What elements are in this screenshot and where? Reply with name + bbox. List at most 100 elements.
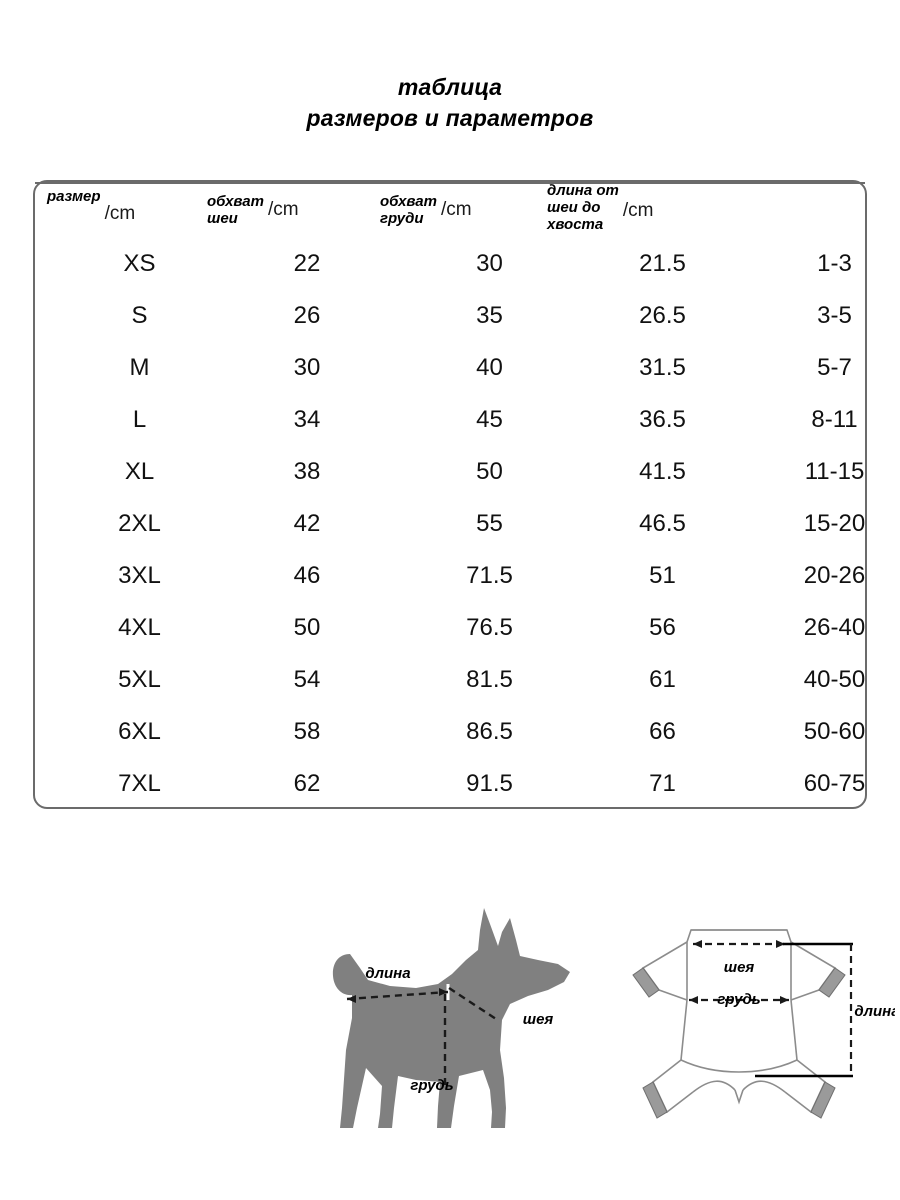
- table-row: 3XL 46 71.5 51 20-26: [35, 550, 865, 602]
- garment-chest-measure: [689, 996, 789, 1004]
- cell-neck: 54: [293, 666, 321, 693]
- cell-neck: 26: [293, 302, 321, 329]
- cell-size: M: [129, 354, 150, 381]
- cell-weight: 40-50: [803, 666, 866, 693]
- table-row: 5XL 54 81.5 61 40-50: [35, 654, 865, 706]
- garment-label-length: длина: [854, 1003, 895, 1020]
- cell-neck: 58: [293, 718, 321, 745]
- cell-chest: 35: [476, 302, 503, 329]
- table-row: S 26 35 26.5 3-5: [35, 290, 865, 342]
- column-header-neck-unit: /cm: [267, 199, 299, 220]
- cell-length: 51: [649, 562, 676, 589]
- cell-chest: 76.5: [466, 614, 513, 641]
- dog-label-neck: шея: [523, 1011, 554, 1028]
- table-body: XS 22 30 21.5 1-3 S 26 35 26.5 3-5 M 30 40 31.5 5-7 L 34…: [35, 238, 865, 810]
- cell-weight: 50-60: [803, 718, 866, 745]
- cell-neck: 38: [293, 458, 321, 485]
- table-row: XL 38 50 41.5 11-15: [35, 446, 865, 498]
- column-header-neck-label: обхват шеи: [207, 193, 264, 227]
- dog-label-length: длина: [365, 965, 410, 982]
- cell-length: 66: [649, 718, 676, 745]
- cell-length: 31.5: [639, 354, 686, 381]
- cell-size: XS: [123, 250, 156, 277]
- cell-weight: 15-20: [803, 510, 866, 537]
- cell-neck: 34: [293, 406, 321, 433]
- garment-length-measure: [755, 942, 853, 1078]
- page-title-line-2: размеров и параметров: [306, 105, 594, 131]
- size-table: размер /cm обхват шеи /cm обхват груди /…: [33, 180, 867, 809]
- cell-length: 46.5: [639, 510, 686, 537]
- cell-chest: 40: [476, 354, 503, 381]
- column-header-size-unit: /cm: [104, 203, 136, 224]
- garment-diagram-svg: шея грудь длина: [632, 929, 900, 1119]
- cell-weight: 3-5: [817, 302, 852, 329]
- cell-length: 41.5: [639, 458, 686, 485]
- cell-length: 21.5: [639, 250, 686, 277]
- garment-label-neck: шея: [724, 959, 755, 976]
- column-header-chest: обхват груди /cm: [380, 182, 575, 238]
- cell-weight: 5-7: [817, 354, 852, 381]
- table-row: 2XL 42 55 46.5 15-20: [35, 498, 865, 550]
- garment-neck-measure: [693, 940, 785, 948]
- table-row: 7XL 62 91.5 71 60-75: [35, 758, 865, 810]
- cell-size: 7XL: [118, 770, 161, 797]
- table-row: M 30 40 31.5 5-7: [35, 342, 865, 394]
- column-header-chest-unit: /cm: [440, 199, 472, 220]
- garment-measurement-diagram: шея грудь длина: [615, 900, 900, 1150]
- cell-length: 71: [649, 770, 676, 797]
- cell-chest: 55: [476, 510, 503, 537]
- cell-size: 6XL: [118, 718, 161, 745]
- cell-weight: 26-40: [803, 614, 866, 641]
- cell-neck: 30: [293, 354, 321, 381]
- cell-chest: 45: [476, 406, 503, 433]
- cell-length: 36.5: [639, 406, 686, 433]
- dog-label-chest: грудь: [410, 1077, 453, 1094]
- column-header-chest-label: обхват груди: [380, 193, 437, 227]
- cell-size: 2XL: [118, 510, 161, 537]
- dog-neck-measure: [448, 986, 497, 1021]
- column-header-weight: [765, 182, 865, 238]
- column-header-length-unit: /cm: [622, 200, 654, 221]
- cell-weight: 60-75: [803, 770, 866, 797]
- cell-chest: 50: [476, 458, 503, 485]
- cell-size: 5XL: [118, 666, 161, 693]
- table-header-row: размер /cm обхват шеи /cm обхват груди /…: [35, 182, 865, 238]
- dog-length-measure: [345, 984, 450, 1008]
- page-title-line-1: таблица: [397, 74, 503, 100]
- dog-measurement-diagram: длина шея грудь: [320, 900, 600, 1150]
- column-header-length-label: длина от шеи до хвоста: [547, 182, 619, 233]
- cell-weight: 20-26: [803, 562, 866, 589]
- column-header-size: размер /cm: [47, 182, 232, 238]
- cell-size: S: [131, 302, 148, 329]
- table-row: 4XL 50 76.5 56 26-40: [35, 602, 865, 654]
- cell-length: 26.5: [639, 302, 686, 329]
- table-row: L 34 45 36.5 8-11: [35, 394, 865, 446]
- cell-neck: 50: [293, 614, 321, 641]
- column-header-length: длина от шеи до хвоста /cm: [547, 182, 762, 238]
- garment-label-chest: грудь: [717, 991, 760, 1008]
- cell-size: 4XL: [118, 614, 161, 641]
- measurement-diagrams: длина шея грудь: [0, 900, 900, 1170]
- garment-cuffs: [632, 967, 846, 1119]
- page-title: таблица размеров и параметров: [0, 72, 900, 134]
- cell-length: 56: [649, 614, 676, 641]
- dog-silhouette-icon: [332, 908, 570, 1128]
- cell-size: L: [132, 406, 147, 433]
- cell-neck: 62: [293, 770, 321, 797]
- cell-chest: 91.5: [466, 770, 513, 797]
- cell-chest: 71.5: [466, 562, 513, 589]
- cell-weight: 8-11: [811, 406, 858, 433]
- cell-chest: 30: [476, 250, 503, 277]
- column-header-size-label: размер: [47, 188, 101, 205]
- table-row: 6XL 58 86.5 66 50-60: [35, 706, 865, 758]
- header-divider: [35, 182, 865, 184]
- cell-neck: 46: [293, 562, 321, 589]
- cell-size: XL: [124, 458, 155, 485]
- cell-neck: 42: [293, 510, 321, 537]
- table-row: XS 22 30 21.5 1-3: [35, 238, 865, 290]
- dog-diagram-svg: длина шея грудь: [332, 908, 570, 1128]
- cell-chest: 86.5: [466, 718, 513, 745]
- cell-weight: 11-15: [804, 458, 865, 485]
- cell-neck: 22: [293, 250, 321, 277]
- garment-outline-icon: [641, 929, 837, 1114]
